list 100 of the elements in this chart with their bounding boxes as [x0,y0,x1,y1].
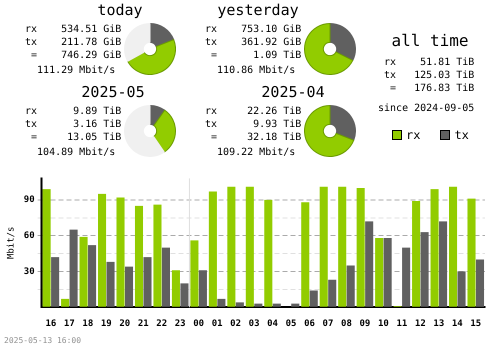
bar [375,238,384,307]
x-tick-label: 15 [470,318,482,329]
x-tick-label: 11 [396,318,408,329]
text: rx 9.89 TiB [25,105,122,118]
bar [402,248,410,307]
bar [264,200,272,307]
text: = 746.29 GiB [30,49,122,62]
bar [365,221,374,307]
x-tick-label: 19 [100,318,112,329]
bar [412,201,420,307]
text: = 13.05 TiB [30,131,122,144]
legend-label: rx [406,128,420,142]
bar [180,283,188,307]
text: 111.29 Mbit/s [36,64,116,77]
bar [291,304,300,307]
bar [236,302,244,307]
bar [70,230,78,307]
bar [338,186,346,307]
bar [106,262,115,307]
text: all time [390,31,470,50]
text: 110.86 Mbit/s [216,64,296,77]
text: rx 753.10 GiB [205,23,302,36]
bar [172,270,180,307]
x-tick-label: 00 [193,318,204,329]
text: = 176.83 TiB [389,82,474,95]
bar [430,189,439,307]
bar [320,186,328,307]
y-tick-label: 90 [24,195,35,206]
text: since 2024-09-05 [378,102,474,115]
chart-title: 2025-04 [260,83,326,101]
bar [227,186,236,307]
bar [356,188,365,307]
bar [98,194,106,307]
bar [80,236,88,307]
y-tick-label: 60 [24,230,35,241]
bar [458,271,466,307]
text: rx 22.26 TiB [205,105,302,118]
text: tx 125.03 TiB [384,69,474,82]
chart-title: today [96,1,144,19]
text: tx 361.92 GiB [205,36,302,49]
bar [162,248,170,307]
bar [439,221,448,307]
x-tick-label: 23 [174,318,186,329]
bar [301,202,310,307]
y-tick-label: 30 [24,266,35,277]
text: tx 9.93 TiB [205,118,302,131]
x-tick-label: 18 [82,318,94,329]
bar [310,290,318,307]
x-tick-label: 10 [378,318,389,329]
bar [116,197,125,307]
text: tx 3.16 TiB [25,118,122,131]
x-tick-label: 12 [414,318,426,329]
text: 2025-05-13 16:00 [4,336,82,345]
bar [42,189,51,307]
text: rx 534.51 GiB [25,23,122,36]
bar [124,266,134,307]
x-tick-label: 04 [267,318,279,329]
x-tick-label: 22 [156,318,168,329]
text: 109.22 Mbit/s [216,146,296,159]
x-tick-label: 17 [64,318,75,329]
x-tick-label: 03 [248,318,260,329]
x-tick-label: 09 [360,318,370,329]
x-tick-label: 20 [119,318,130,329]
bar [208,192,217,307]
x-tick-label: 02 [230,318,242,329]
bar [88,245,96,307]
bar [467,198,476,307]
bar [153,204,162,307]
bar [272,304,281,307]
x-tick-label: 16 [45,318,56,329]
bar [449,186,458,307]
bar [217,298,226,307]
text: = 1.09 TiB [210,49,302,62]
bar [476,259,484,307]
bar [143,257,152,307]
x-tick-label: 21 [138,318,149,329]
bar [61,298,70,307]
x-tick-label: 14 [452,318,464,329]
chart-title: 2025-05 [80,83,146,101]
bar [198,270,207,307]
x-tick-label: 05 [286,318,296,329]
bar [134,206,144,307]
y-axis-title: Mbit/s [6,226,17,260]
text: tx 211.78 GiB [25,36,122,49]
x-tick-label: 08 [341,318,352,329]
bar [51,257,60,307]
bar [254,304,262,307]
bar [190,240,198,307]
x-tick-label: 01 [212,318,223,329]
legend-label: tx [454,128,469,142]
chart-title: yesterday [216,1,300,19]
text: rx 51.81 TiB [384,56,474,69]
bar [346,265,355,307]
x-tick-label: 13 [433,318,444,329]
bar [328,280,336,307]
bar [246,186,254,307]
x-tick-label: 06 [304,318,315,329]
text: 104.89 Mbit/s [36,146,116,159]
x-tick-label: 07 [322,318,334,329]
bar [420,232,429,307]
